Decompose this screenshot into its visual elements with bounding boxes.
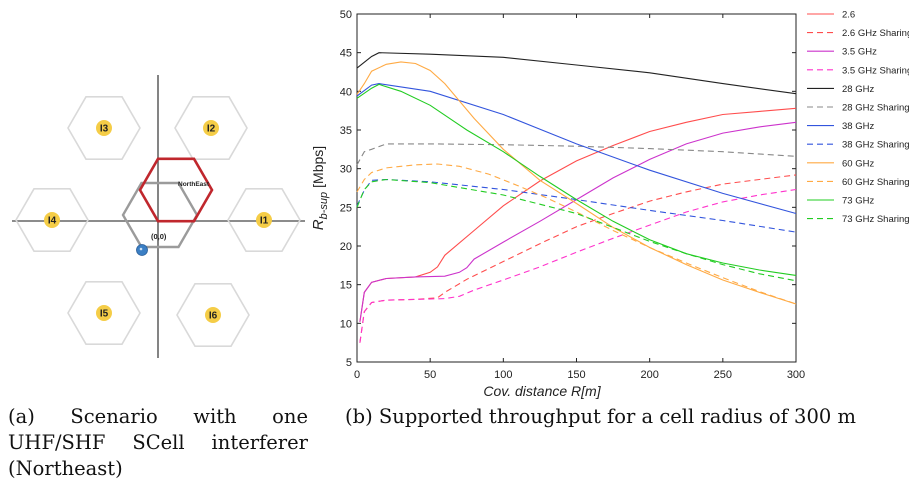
interferer-badge-i2 xyxy=(203,120,219,136)
x-tick-label: 50 xyxy=(424,369,436,381)
plot-area-frame xyxy=(356,13,797,363)
serving-cell-hexagon xyxy=(121,181,199,249)
x-tick-label: 100 xyxy=(494,369,512,381)
x-tick-label: 300 xyxy=(787,369,805,381)
y-tick-label: 40 xyxy=(340,86,352,98)
interferer-cell-i5 xyxy=(67,280,141,346)
northeast-label: NorthEast xyxy=(178,181,210,188)
x-axis-label: Cov. distance R[m] xyxy=(483,383,601,399)
y-axis-label-sub: b-sup xyxy=(318,192,330,220)
caption-a: (a) Scenario with one UHF/SHF SCell inte… xyxy=(8,404,308,482)
series-line-6 xyxy=(356,143,797,166)
legend-label-1: 2.6 xyxy=(842,10,855,21)
series-line-3 xyxy=(359,121,797,322)
series-line-12 xyxy=(356,178,797,282)
interferer-cell-i2 xyxy=(174,96,248,160)
legend-label-3: 3.5 GHz xyxy=(842,47,877,58)
user-equipment-dot xyxy=(136,244,148,256)
series-line-1 xyxy=(359,107,797,322)
legend-label-9: 60 GHz xyxy=(842,158,874,169)
interferer-badge-i3 xyxy=(96,120,112,136)
series-line-11 xyxy=(356,83,797,276)
user-equipment-highlight xyxy=(139,247,143,251)
y-axis-label: Rb-sup [Mbps] xyxy=(310,146,330,230)
interferer-cell-i6 xyxy=(176,282,250,348)
legend-label-7: 38 GHz xyxy=(842,121,874,132)
legend-label-12: 73 GHz Sharing xyxy=(842,214,909,225)
interferer-cell-i1 xyxy=(227,188,301,252)
y-tick-label: 25 xyxy=(340,202,352,214)
interferer-label-i4: I4 xyxy=(48,216,57,227)
interferer-label-i1: I1 xyxy=(260,216,269,227)
interferer-label-i3: I3 xyxy=(100,124,109,135)
x-tick-label: 250 xyxy=(714,369,732,381)
caption-a-line-3: (Northeast) xyxy=(8,457,123,480)
series-line-4 xyxy=(359,188,797,343)
legend-label-6: 28 GHz Sharing xyxy=(842,103,909,114)
series-line-9 xyxy=(356,61,797,305)
interferer-label-i5: I5 xyxy=(100,309,109,320)
y-tick-label: 35 xyxy=(340,125,352,137)
x-tick-label: 150 xyxy=(567,369,585,381)
interferer-badge-i1 xyxy=(256,212,272,228)
interferer-badge-i5 xyxy=(96,305,112,321)
throughput-chart: 0 50 100 150 200 250 300 5 10 15 20 25 30 35 40 45 50 2.… xyxy=(310,9,909,399)
scenario-diagram: I3 I2 I4 I1 I5 I6 NorthEast (0,0) xyxy=(12,75,305,358)
y-tick-label: 15 xyxy=(340,280,352,292)
interferer-cell-i4 xyxy=(15,188,89,252)
y-tick-label: 10 xyxy=(340,318,352,330)
legend-label-5: 28 GHz xyxy=(842,84,874,95)
interferer-label-i2: I2 xyxy=(207,124,216,135)
interferer-label-i6: I6 xyxy=(209,311,218,322)
legend-label-11: 73 GHz xyxy=(842,196,874,207)
interferer-badge-i6 xyxy=(205,307,221,323)
caption-b: (b) Supported throughput for a cell radi… xyxy=(345,405,856,428)
legend-label-4: 3.5 GHz Sharing xyxy=(842,65,909,76)
legend-label-10: 60 GHz Sharing xyxy=(842,177,909,188)
interferer-badge-i4 xyxy=(44,212,60,228)
caption-a-line-2: UHF/SHF SCell interferer xyxy=(8,431,308,454)
y-tick-label: 30 xyxy=(340,164,352,176)
y-tick-label: 20 xyxy=(340,241,352,253)
interferer-cell-i3 xyxy=(67,96,141,160)
x-tick-label: 0 xyxy=(354,369,360,381)
legend-label-2: 2.6 GHz Sharing xyxy=(842,28,909,39)
series-line-7 xyxy=(356,83,797,215)
legend-label-8: 38 GHz Sharing xyxy=(842,140,909,151)
x-tick-label: 200 xyxy=(640,369,658,381)
series-line-5 xyxy=(356,52,797,95)
series-line-8 xyxy=(356,178,797,233)
y-tick-label: 45 xyxy=(340,48,352,60)
northeast-interferer-hexagon xyxy=(138,157,214,223)
series-line-10 xyxy=(356,163,797,305)
y-tick-label: 5 xyxy=(346,357,352,369)
caption-a-line-1: (a) Scenario with one xyxy=(8,405,308,428)
y-axis-label-main: R xyxy=(310,219,327,230)
y-axis-label-unit: [Mbps] xyxy=(310,146,326,188)
y-tick-label: 50 xyxy=(340,9,352,21)
origin-label: (0,0) xyxy=(151,232,167,241)
